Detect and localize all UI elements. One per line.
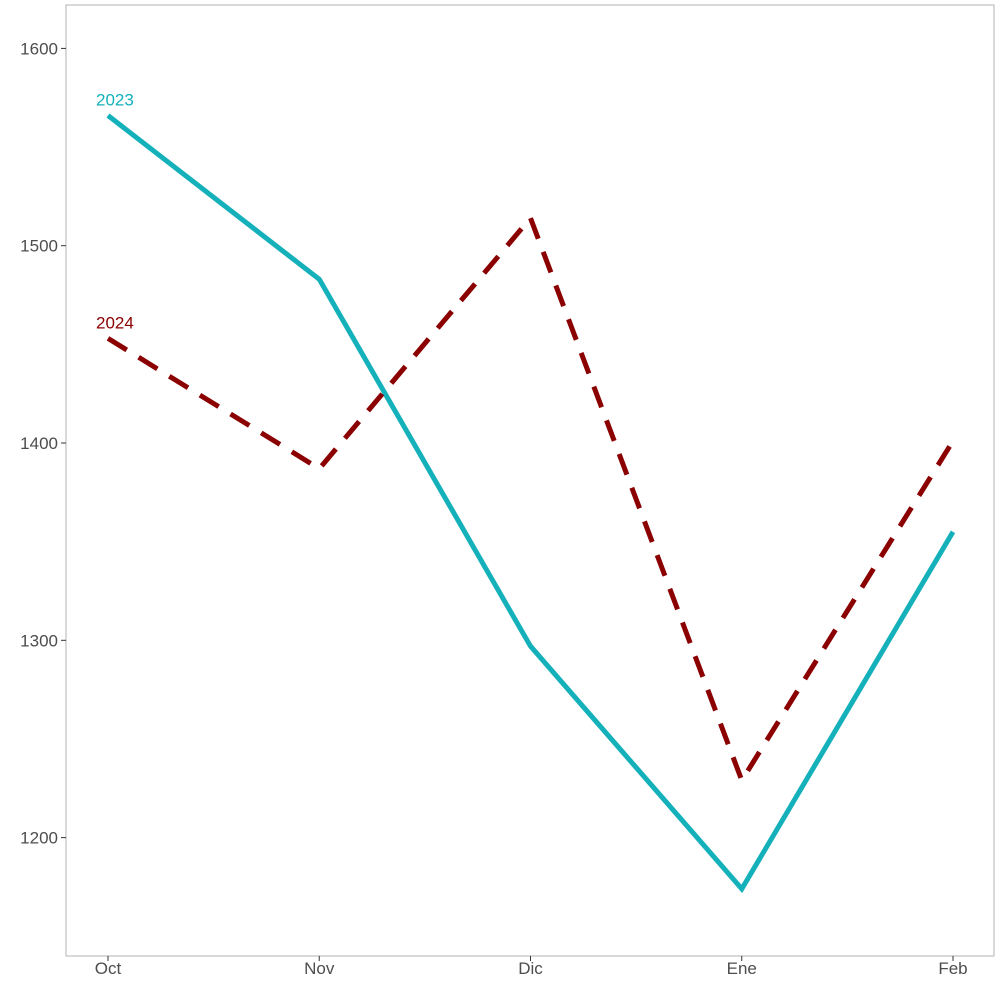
x-tick-label: Ene [727,959,757,978]
series-labels: 2023 2024 [96,90,134,332]
series-label-2024: 2024 [96,313,134,332]
x-tick-label: Feb [938,959,967,978]
y-axis: 1200 1300 1400 1500 1600 [20,39,66,848]
plot-panel [65,4,995,957]
series-line-2024 [106,213,956,787]
y-tick-label: 1400 [20,434,58,453]
x-tick-label: Nov [304,959,335,978]
x-axis: Oct Nov Dic Ene Feb [95,956,968,978]
y-tick-label: 1500 [20,237,58,256]
y-tick-label: 1200 [20,829,58,848]
x-tick-label: Dic [518,959,543,978]
y-tick-label: 1600 [20,39,58,58]
series-layer [106,113,956,894]
series-label-2023: 2023 [96,90,134,109]
series-line-2023 [106,113,956,894]
x-tick-label: Oct [95,959,122,978]
y-tick-label: 1300 [20,631,58,650]
